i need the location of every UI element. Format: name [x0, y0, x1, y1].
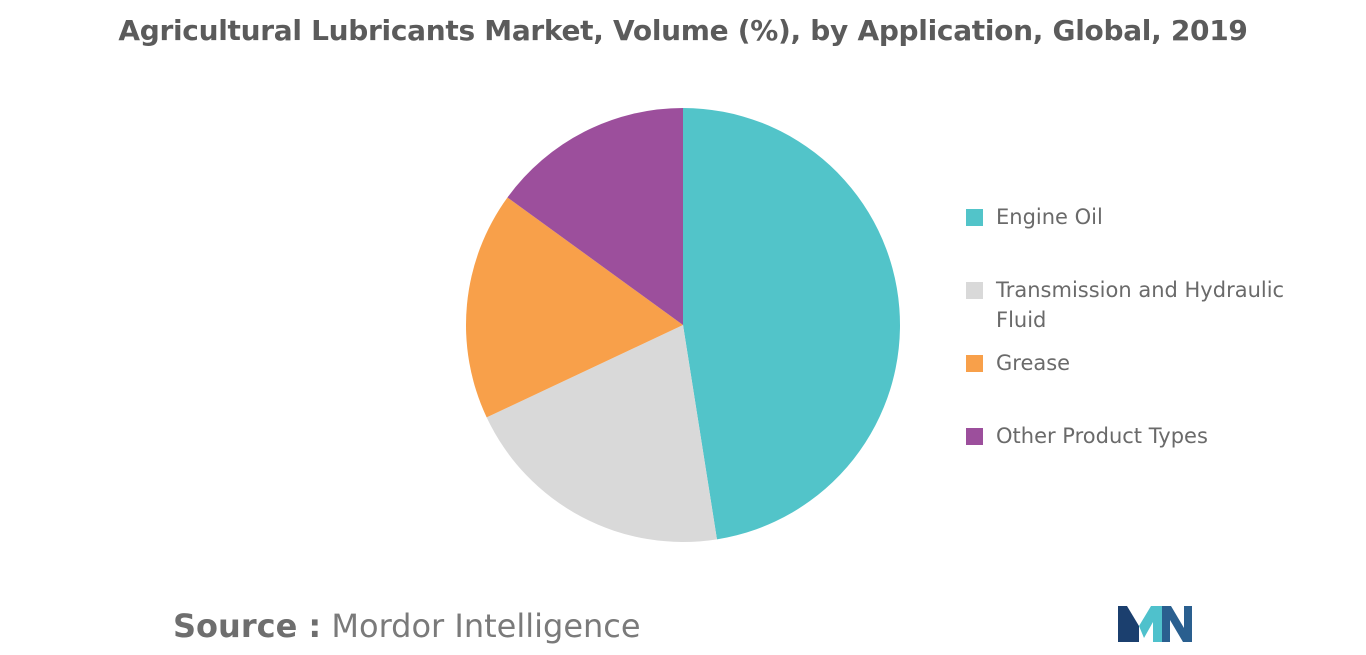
legend-label: Other Product Types	[996, 424, 1208, 448]
source-label: Source :	[173, 607, 322, 645]
slice-grease	[465, 197, 683, 418]
legend-swatch	[966, 209, 983, 226]
source-note: Source : Mordor Intelligence	[173, 607, 641, 645]
legend-label: Engine Oil	[996, 205, 1103, 229]
slice-other-product-types	[507, 107, 683, 325]
legend-swatch	[966, 428, 983, 445]
legend-item-other-product-types: Other Product Types	[966, 421, 1296, 451]
legend-label: Grease	[996, 351, 1071, 375]
legend-swatch	[966, 355, 983, 372]
legend-item-transmission-hydraulic: Transmission and Hydraulic Fluid	[966, 275, 1296, 335]
legend-swatch	[966, 282, 983, 299]
source-value: Mordor Intelligence	[331, 607, 641, 645]
legend-item-grease: Grease	[966, 348, 1296, 378]
slice-engine-oil	[683, 108, 900, 540]
slice-transmission-hydraulic	[486, 325, 717, 542]
chart-title: Agricultural Lubricants Market, Volume (…	[118, 14, 1248, 47]
mordor-intelligence-logo-icon	[1118, 606, 1192, 642]
legend-label: Transmission and Hydraulic Fluid	[996, 278, 1285, 332]
legend-item-engine-oil: Engine Oil	[966, 202, 1296, 232]
